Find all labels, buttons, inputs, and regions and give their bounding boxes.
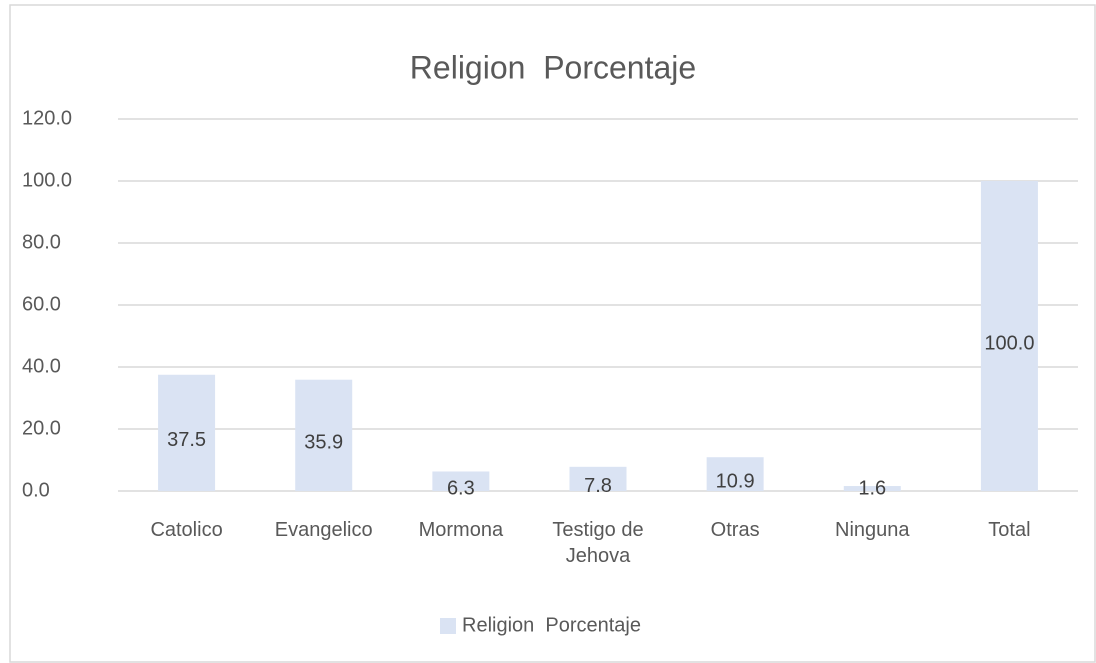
legend-label: Religion Porcentaje [462,614,641,636]
chart-border [9,4,1096,663]
x-tick-label: Catolico [150,519,223,541]
data-label: 100.0 [984,332,1034,354]
bar [295,379,353,491]
y-tick-label: 20.0 [22,417,61,439]
data-label: 6.3 [447,477,475,499]
y-tick-label: 60.0 [22,293,61,315]
y-tick-label: 80.0 [22,231,61,253]
data-label: 10.9 [716,470,755,492]
x-tick-label-box: Testigo de Jehova [552,519,644,567]
x-tick-label: Total [988,519,1031,541]
y-tick-label: 40.0 [22,355,61,377]
x-tick-label: Testigo de Jehova [552,519,644,567]
chart-title: Religion Porcentaje [410,49,696,85]
x-tick-label: Evangelico [274,519,373,541]
bar [706,457,764,491]
data-label: 35.9 [304,432,343,454]
x-tick-label: Mormona [418,519,504,541]
bar [843,486,901,491]
x-tick-label-box: Ninguna [835,519,910,541]
x-tick-label: Otras [710,519,760,541]
x-tick-label-box: Mormona [418,519,504,541]
x-tick-label-box: Total [988,519,1031,541]
x-tick-label-box: Catolico [150,519,223,541]
data-label: 1.6 [858,477,886,499]
legend-swatch [440,618,456,634]
bar [432,471,490,491]
y-tick-label: 100.0 [22,169,72,191]
data-label: 7.8 [584,475,612,497]
x-tick-label-box: Evangelico [274,519,373,541]
bar [158,374,216,491]
y-tick-label: 120.0 [22,107,72,129]
data-label: 37.5 [167,429,206,451]
y-tick-label: 0.0 [22,479,50,501]
x-tick-label: Ninguna [835,519,910,541]
x-tick-label-box: Otras [710,519,760,541]
bar [569,466,627,491]
bar [980,181,1038,491]
